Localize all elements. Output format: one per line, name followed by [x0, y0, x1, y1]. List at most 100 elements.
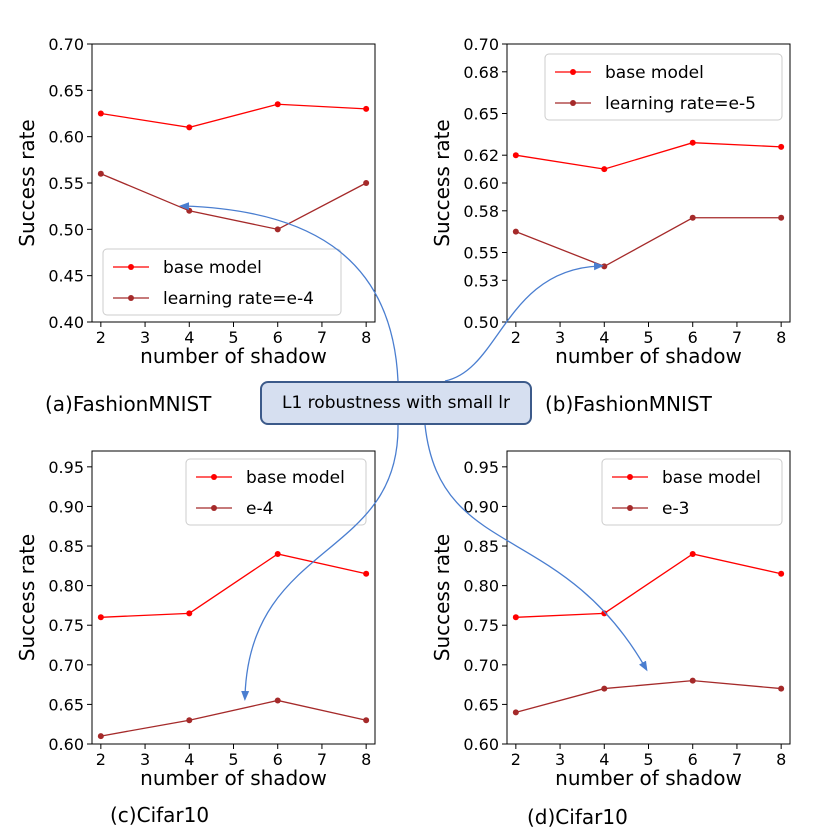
data-point-base — [512, 614, 519, 621]
legend-marker — [570, 69, 576, 75]
legend-marker — [570, 100, 576, 106]
y-tick-label: 0.90 — [463, 497, 499, 516]
x-tick-label: 4 — [599, 750, 609, 769]
arrow-to-panel-c — [241, 424, 399, 701]
x-tick-label: 4 — [184, 750, 194, 769]
series-line-base — [515, 142, 782, 170]
y-tick-label: 0.40 — [48, 313, 84, 332]
legend-marker — [128, 264, 134, 270]
x-tick-label: 7 — [732, 328, 742, 347]
y-tick-label: 0.65 — [463, 105, 499, 124]
legend-marker — [627, 474, 633, 480]
data-point-variant — [689, 214, 696, 221]
data-point-variant — [601, 263, 608, 270]
data-point-base — [689, 139, 696, 146]
x-tick-label: 3 — [140, 750, 150, 769]
x-tick-label: 7 — [317, 328, 327, 347]
data-point-base — [97, 110, 104, 117]
legend-marker — [211, 474, 217, 480]
x-tick-label: 5 — [228, 328, 238, 347]
x-tick-label: 8 — [776, 750, 786, 769]
data-point-base — [186, 610, 193, 617]
y-tick-label: 0.55 — [463, 244, 499, 263]
y-tick-label: 0.95 — [48, 458, 84, 477]
x-tick-label: 8 — [361, 328, 371, 347]
data-point-variant — [363, 717, 370, 724]
series-line-variant — [515, 679, 782, 713]
legend-label: e-3 — [662, 499, 689, 519]
y-tick-label: 0.75 — [463, 616, 499, 635]
series-line-variant — [100, 699, 367, 737]
series-line-variant — [515, 217, 782, 268]
data-point-variant — [186, 207, 193, 214]
data-point-variant — [601, 685, 608, 692]
data-point-variant — [512, 228, 519, 235]
data-point-base — [778, 143, 785, 150]
legend-label: base model — [163, 258, 262, 278]
data-point-base — [363, 570, 370, 577]
y-tick-label: 0.45 — [48, 267, 84, 286]
x-tick-label: 3 — [555, 328, 565, 347]
x-tick-label: 6 — [273, 750, 283, 769]
data-point-variant — [274, 697, 281, 704]
y-tick-label: 0.85 — [463, 537, 499, 556]
x-tick-label: 6 — [273, 328, 283, 347]
caption-d: (d)Cifar10 — [527, 805, 628, 829]
y-tick-label: 0.55 — [48, 174, 84, 193]
x-tick-label: 4 — [184, 328, 194, 347]
data-point-variant — [274, 226, 281, 233]
data-point-variant — [778, 685, 785, 692]
y-tick-label: 0.58 — [463, 202, 499, 221]
data-point-base — [274, 550, 281, 557]
legend-marker — [627, 505, 633, 511]
y-tick-label: 0.80 — [463, 577, 499, 596]
legend-box — [102, 248, 342, 316]
legend-label: base model — [246, 468, 345, 488]
x-tick-label: 2 — [511, 750, 521, 769]
data-point-variant — [512, 709, 519, 716]
data-point-base — [186, 124, 193, 131]
data-point-base — [601, 166, 608, 173]
x-tick-label: 2 — [96, 328, 106, 347]
y-tick-label: 0.80 — [48, 577, 84, 596]
x-tick-label: 2 — [511, 328, 521, 347]
x-tick-label: 7 — [317, 750, 327, 769]
x-tick-label: 4 — [599, 328, 609, 347]
y-tick-label: 0.65 — [48, 695, 84, 714]
y-tick-label: 0.60 — [463, 735, 499, 754]
legend-label: e-4 — [246, 499, 273, 519]
x-tick-label: 5 — [228, 750, 238, 769]
y-tick-label: 0.70 — [463, 35, 499, 54]
data-point-variant — [689, 677, 696, 684]
arrow-to-panel-b — [444, 262, 604, 382]
x-axis-label: number of shadow — [555, 344, 742, 368]
y-axis-label: Success rate — [15, 119, 39, 247]
data-point-base — [689, 550, 696, 557]
caption-a: (a)FashionMNIST — [45, 392, 212, 416]
data-point-base — [97, 614, 104, 621]
y-tick-label: 0.62 — [463, 146, 499, 165]
data-point-base — [274, 101, 281, 108]
x-tick-label: 5 — [643, 328, 653, 347]
x-tick-label: 6 — [688, 750, 698, 769]
caption-c: (c)Cifar10 — [110, 803, 210, 827]
data-point-base — [778, 570, 785, 577]
y-tick-label: 0.68 — [463, 63, 499, 82]
y-tick-label: 0.65 — [463, 695, 499, 714]
x-tick-label: 3 — [140, 328, 150, 347]
x-tick-label: 6 — [688, 328, 698, 347]
callout-box: L1 robustness with small lr — [260, 381, 532, 425]
y-tick-label: 0.50 — [48, 220, 84, 239]
arrow-to-panel-d — [424, 424, 648, 672]
data-point-variant — [363, 180, 370, 186]
y-tick-label: 0.60 — [463, 174, 499, 193]
chart-panel-3: 2 3 4 5 6 7 8 0.60 0.65 0.70 0.75 0.80 0.85 0.90 0.95 n… — [15, 450, 376, 790]
y-tick-label: 0.85 — [48, 537, 84, 556]
legend-box — [544, 53, 783, 121]
legend-label: learning rate=e-4 — [163, 289, 314, 309]
x-tick-label: 2 — [96, 750, 106, 769]
data-point-variant — [97, 170, 104, 177]
chart-panel-1: 2 3 4 5 6 7 8 0.40 0.45 0.50 0.55 0.60 0.65 0.70 numbe… — [15, 35, 376, 368]
y-tick-label: 0.53 — [463, 271, 499, 290]
